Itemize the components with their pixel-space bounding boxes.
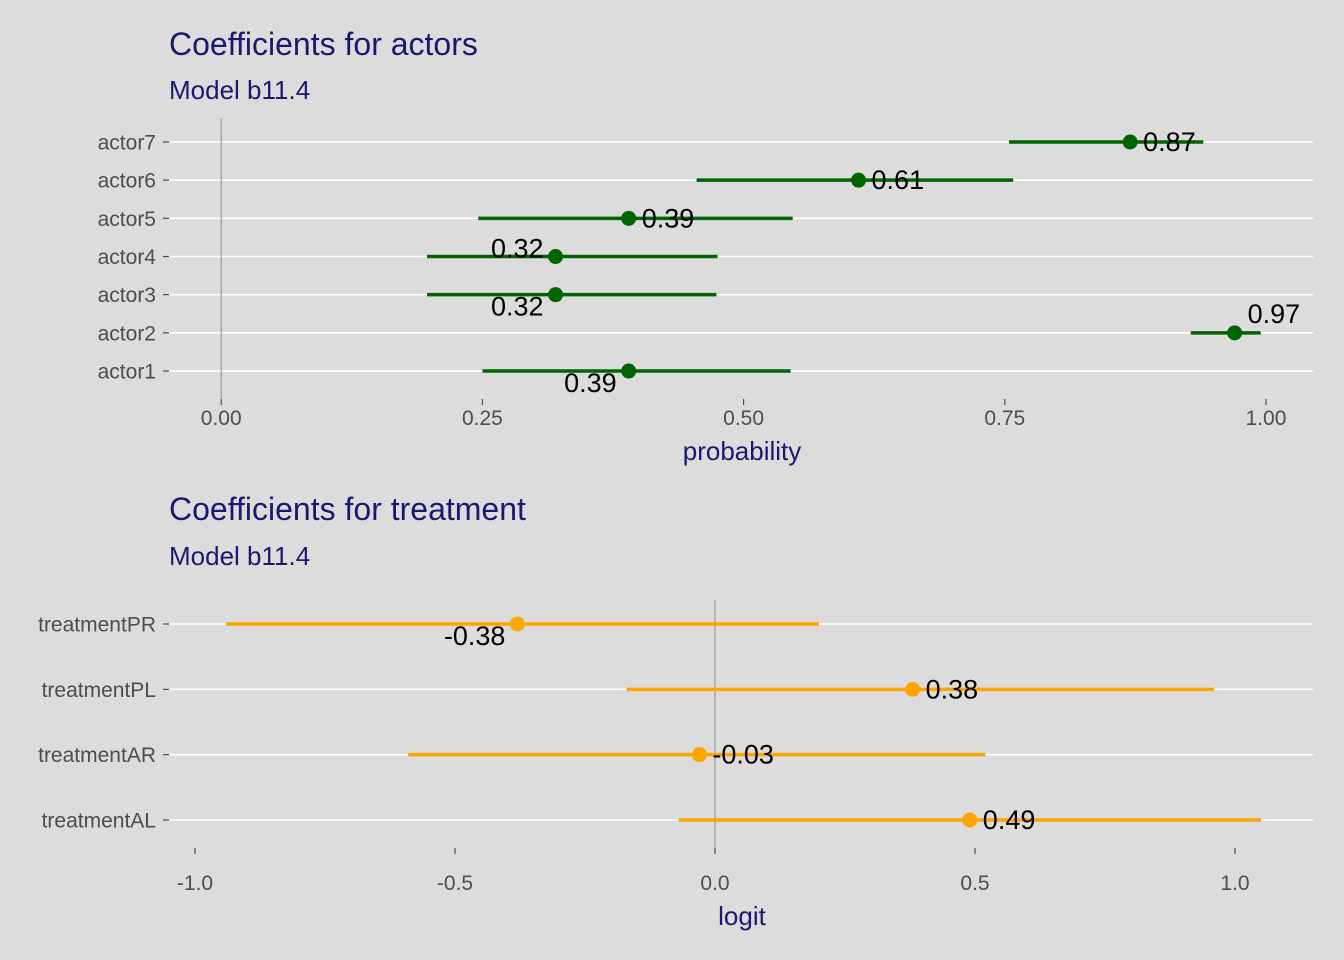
actor-estimate-point xyxy=(548,287,564,303)
actor-estimate-point xyxy=(548,249,564,265)
actors-interval-lines xyxy=(427,140,1261,373)
actor-y-tick-label: actor3 xyxy=(98,284,156,307)
treatment-x-tick-label: -1.0 xyxy=(177,872,213,895)
actor-y-tick-label: actor6 xyxy=(98,170,156,193)
actor-x-tick-label: 0.00 xyxy=(201,407,242,430)
actor-estimate-point xyxy=(621,363,637,379)
actors-value-labels: 0.87 0.61 0.39 0.32 0.32 0.97 0.39 xyxy=(491,127,1300,398)
actors-chart-title: Coefficients for actors xyxy=(169,26,478,62)
actors-coefficient-panel: Coefficients for actors Model b11.4 0.87… xyxy=(98,26,1313,466)
actor-value-label: 0.97 xyxy=(1248,299,1301,329)
actor-x-tick-label: 0.25 xyxy=(462,407,503,430)
treatment-estimate-point xyxy=(509,616,525,632)
treatment-coefficient-panel: Coefficients for treatment Model b11.4 -… xyxy=(38,491,1313,931)
actor-estimate-point xyxy=(851,172,867,188)
actors-x-axis: 0.00 0.25 0.50 0.75 1.00 xyxy=(201,399,1287,430)
treatment-y-tick-label: treatmentPL xyxy=(42,679,156,702)
actor-estimate-point xyxy=(1122,134,1138,150)
actor-value-label: 0.87 xyxy=(1143,127,1196,157)
actor-x-tick-label: 1.00 xyxy=(1246,407,1287,430)
treatment-estimate-point xyxy=(962,812,978,828)
treatment-x-tick-label: -0.5 xyxy=(437,872,473,895)
treatment-chart-subtitle: Model b11.4 xyxy=(169,541,310,571)
actor-y-tick-label: actor4 xyxy=(98,246,157,269)
treatment-y-tick-label: treatmentAL xyxy=(42,809,156,832)
actors-chart-subtitle: Model b11.4 xyxy=(169,75,310,105)
treatment-estimate-point xyxy=(905,681,921,697)
actor-y-tick-label: actor7 xyxy=(98,132,156,155)
actor-x-tick-label: 0.75 xyxy=(984,407,1025,430)
treatment-value-label: -0.38 xyxy=(444,621,506,651)
treatment-value-label: 0.38 xyxy=(926,674,979,704)
treatment-y-axis: treatmentPR treatmentPL treatmentAR treatme… xyxy=(38,614,169,832)
treatment-y-tick-label: treatmentPR xyxy=(38,614,156,637)
actor-estimate-point xyxy=(1227,325,1243,341)
actors-y-axis: actor7 actor6 actor5 actor4 actor3 actor2 acto… xyxy=(98,132,169,384)
treatment-value-label: -0.03 xyxy=(712,740,774,770)
actor-y-tick-label: actor2 xyxy=(98,322,156,345)
treatment-chart-title: Coefficients for treatment xyxy=(169,491,526,527)
actor-value-label: 0.39 xyxy=(642,203,695,233)
actor-value-label: 0.61 xyxy=(872,165,925,195)
actor-x-tick-label: 0.50 xyxy=(723,407,764,430)
treatment-value-labels: -0.38 0.38 -0.03 0.49 xyxy=(444,621,1036,835)
treatment-value-label: 0.49 xyxy=(983,805,1036,835)
actors-x-axis-title: probability xyxy=(683,436,802,466)
actors-estimate-points xyxy=(548,134,1243,379)
treatment-y-tick-label: treatmentAR xyxy=(38,744,156,767)
actor-y-tick-label: actor5 xyxy=(98,208,156,231)
treatment-estimate-point xyxy=(691,747,707,763)
actor-value-label: 0.39 xyxy=(564,368,617,398)
treatment-x-axis: -1.0 -0.5 0.0 0.5 1.0 xyxy=(177,847,1250,895)
treatment-x-tick-label: 0.0 xyxy=(700,872,729,895)
actor-y-tick-label: actor1 xyxy=(98,361,156,384)
treatment-x-tick-label: 1.0 xyxy=(1220,872,1249,895)
actor-estimate-point xyxy=(621,210,637,226)
treatment-estimate-points xyxy=(509,616,978,828)
actor-value-label: 0.32 xyxy=(491,292,544,322)
actor-value-label: 0.32 xyxy=(491,234,544,264)
treatment-x-axis-title: logit xyxy=(718,901,766,931)
treatment-x-tick-label: 0.5 xyxy=(960,872,989,895)
